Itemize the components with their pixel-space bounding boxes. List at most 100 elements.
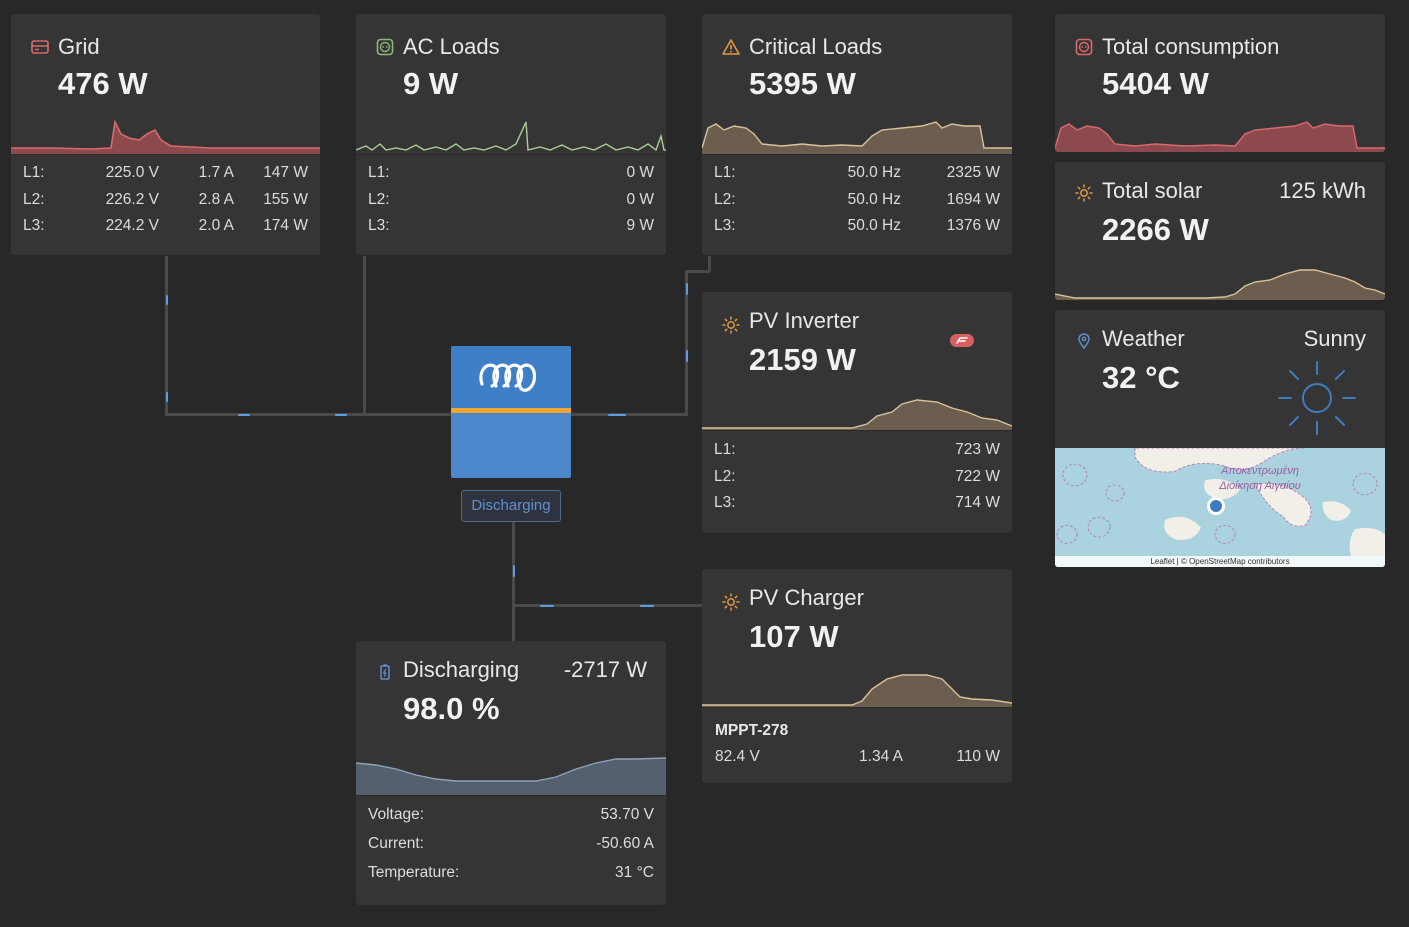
phase-power: 9 W — [626, 217, 654, 234]
battery-row-temperature: Temperature: 31 °C — [356, 864, 666, 893]
phase-power: 723 W — [955, 441, 1000, 458]
map-location-marker[interactable] — [1207, 497, 1225, 515]
phase-power: 155 W — [263, 190, 308, 208]
pv-inverter-row-l1: L1: 723 W — [702, 441, 1012, 468]
pv-inverter-card[interactable]: PV Inverter 2159 W L1: 723 W L2: 722 W L… — [702, 292, 1012, 533]
critical-loads-row-l2: L2: 50.0 Hz 1694 W — [702, 191, 1012, 218]
phase-frequency: 50.0 Hz — [847, 190, 901, 208]
grid-title: Grid — [58, 34, 100, 59]
total-solar-sparkline — [1055, 269, 1385, 300]
wire-critical-horizontal — [571, 413, 688, 416]
sun-icon — [1075, 184, 1093, 202]
total-consumption-sparkline — [1055, 121, 1385, 152]
phase-label: L2: — [714, 190, 736, 208]
phase-label: L3: — [714, 494, 736, 511]
pv-charger-rows: 82.4 V 1.34 A 110 W — [702, 748, 1012, 775]
flow-dot-battery — [513, 565, 515, 577]
critical-loads-power-value: 5395 W — [749, 66, 856, 101]
flow-dot-critical — [608, 414, 626, 416]
ac-loads-row-l1: L1: 0 W — [356, 164, 666, 191]
phase-voltage: 224.2 V — [105, 217, 159, 234]
total-solar-card[interactable]: Total solar 125 kWh 2266 W — [1055, 162, 1385, 300]
battery-row-value: -50.60 A — [596, 835, 654, 852]
inverter-device[interactable] — [451, 346, 571, 478]
battery-row-value: 31 °C — [615, 864, 654, 881]
phase-frequency: 50.0 Hz — [847, 164, 901, 181]
phase-power: 147 W — [263, 164, 308, 181]
critical-loads-row-l3: L3: 50.0 Hz 1376 W — [702, 217, 1012, 244]
pv-charger-voltage: 82.4 V — [715, 748, 760, 765]
pv-inverter-phase-rows: L1: 723 W L2: 722 W L3: 714 W — [702, 441, 1012, 521]
map-region-label: Αποκεντρωμένη Διοίκηση Αιγαίου — [1219, 465, 1301, 492]
total-consumption-value: 5404 W — [1102, 66, 1209, 101]
phase-label: L2: — [23, 190, 45, 208]
consumption-icon — [1075, 38, 1093, 56]
phase-current: 2.8 A — [198, 190, 234, 208]
ac-loads-row-l2: L2: 0 W — [356, 191, 666, 218]
total-consumption-title: Total consumption — [1102, 34, 1280, 59]
phase-voltage: 225.0 V — [105, 164, 159, 181]
wire-bus-horizontal — [165, 413, 455, 416]
phase-current: 2.0 A — [198, 217, 234, 234]
phase-power: 722 W — [955, 467, 1000, 485]
critical-loads-sparkline — [702, 121, 1012, 154]
battery-sparkline — [356, 757, 666, 795]
phase-power: 1376 W — [946, 217, 1000, 234]
pv-inverter-power-value: 2159 W — [749, 342, 856, 377]
pv-charger-card[interactable]: PV Charger 107 W MPPT-278 82.4 V 1.34 A … — [702, 569, 1012, 783]
weather-map[interactable]: Αποκεντρωμένη Διοίκηση Αιγαίου Leaflet |… — [1055, 448, 1385, 567]
phase-label: L3: — [23, 217, 45, 234]
inverter-status-badge[interactable]: Discharging — [461, 490, 561, 522]
grid-row-l3: L3: 224.2 V 2.0 A 174 W — [11, 217, 320, 244]
battery-title: Discharging — [403, 657, 520, 682]
wire-critical-stub — [708, 256, 711, 272]
phase-label: L3: — [714, 217, 736, 234]
battery-row-current: Current: -50.60 A — [356, 835, 666, 864]
battery-row-label: Current: — [368, 835, 424, 852]
ac-loads-card[interactable]: AC Loads 9 W L1: 0 W L2: 0 W L3: 9 W — [356, 14, 666, 255]
critical-loads-title: Critical Loads — [749, 34, 883, 59]
sun-icon — [722, 593, 740, 611]
flow-dot-grid-2 — [166, 392, 168, 402]
inverter-device-top — [451, 346, 571, 408]
wire-battery-vertical — [512, 520, 515, 641]
battery-icon — [380, 664, 390, 680]
socket-icon — [376, 38, 394, 56]
critical-loads-card[interactable]: Critical Loads 5395 W L1: 50.0 Hz 2325 W… — [702, 14, 1012, 255]
pv-charger-current: 1.34 A — [859, 748, 903, 765]
flow-dot-pvcharger-2 — [640, 605, 654, 607]
flow-dot-grid — [166, 295, 168, 305]
wire-acloads-vertical — [363, 256, 366, 416]
battery-power: -2717 W — [563, 657, 647, 682]
victron-logo-icon — [479, 363, 537, 392]
grid-card[interactable]: Grid 476 W L1: 225.0 V 1.7 A 147 W L2: 2… — [11, 14, 320, 255]
flow-dot-critical-3 — [686, 283, 688, 295]
total-solar-value: 2266 W — [1102, 212, 1209, 247]
sun-icon — [722, 316, 740, 334]
grid-row-l1: L1: 225.0 V 1.7 A 147 W — [11, 164, 320, 191]
phase-power: 0 W — [626, 190, 654, 208]
sunny-weather-icon — [1278, 361, 1356, 435]
grid-row-l2: L2: 226.2 V 2.8 A 155 W — [11, 191, 320, 218]
battery-row-label: Voltage: — [368, 806, 425, 823]
ac-loads-power-value: 9 W — [403, 66, 459, 101]
phase-power: 1694 W — [946, 190, 1000, 208]
battery-row-voltage: Voltage: 53.70 V — [356, 806, 666, 835]
weather-card[interactable]: Weather Sunny 32 °C Αποκεντρωμένη Διοίκη… — [1055, 310, 1385, 567]
pv-charger-power-value: 107 W — [749, 619, 839, 654]
ac-loads-title: AC Loads — [403, 34, 500, 59]
critical-loads-row-l1: L1: 50.0 Hz 2325 W — [702, 164, 1012, 191]
phase-label: L2: — [368, 190, 390, 208]
pv-charger-power: 110 W — [956, 748, 1000, 765]
wire-pvcharger-horizontal — [512, 604, 702, 607]
map-attribution[interactable]: Leaflet | © OpenStreetMap contributors — [1055, 556, 1385, 567]
phase-current: 1.7 A — [198, 164, 234, 181]
total-solar-title: Total solar — [1102, 178, 1203, 203]
wire-grid-vertical — [165, 256, 168, 416]
warning-icon — [722, 39, 740, 55]
phase-label: L3: — [368, 217, 390, 234]
pv-charger-device-name: MPPT-278 — [715, 722, 789, 739]
flow-dot-pvcharger — [540, 605, 554, 607]
total-consumption-card[interactable]: Total consumption 5404 W — [1055, 14, 1385, 152]
battery-card[interactable]: Discharging -2717 W 98.0 % Voltage: 53.7… — [356, 641, 666, 905]
